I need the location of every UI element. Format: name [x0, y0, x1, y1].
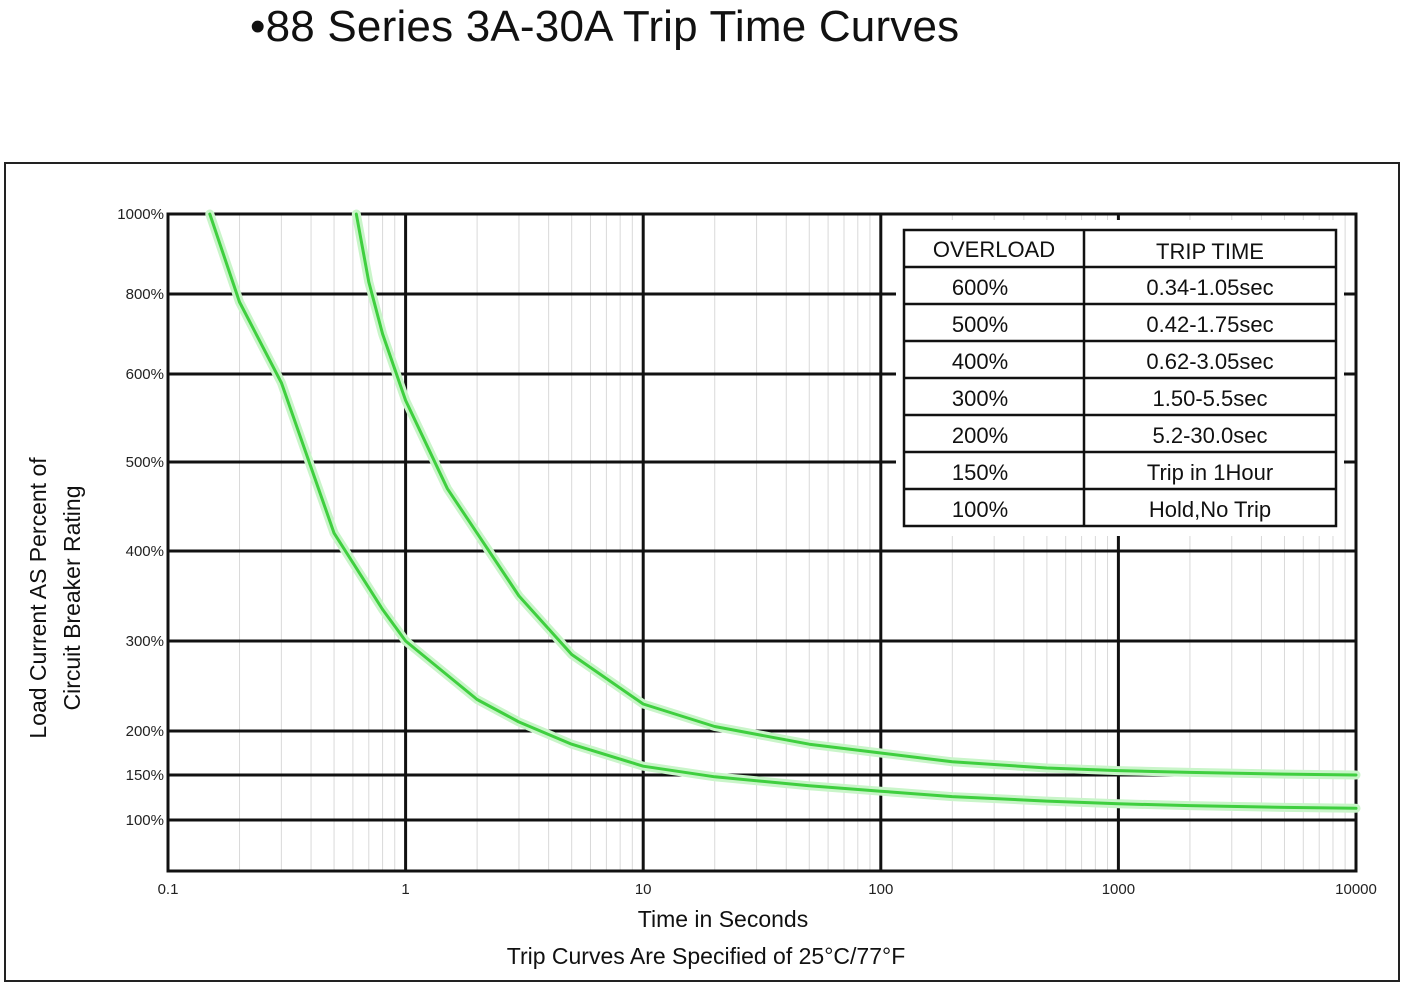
y-tick-label: 600%: [126, 366, 164, 383]
table-cell-overload: 500%: [952, 312, 1008, 337]
minor-gridlines: [239, 214, 1346, 871]
x-tick-label: 10000: [1335, 881, 1377, 898]
table-cell-overload: 200%: [952, 423, 1008, 448]
y-tick-label: 400%: [126, 543, 164, 560]
table-cell-overload: 300%: [952, 386, 1008, 411]
table-cell-overload: 150%: [952, 460, 1008, 485]
x-tick-label: 1000: [1102, 881, 1135, 898]
table-cell-trip-time: Hold,No Trip: [1149, 497, 1271, 522]
page-title: •88 Series 3A-30A Trip Time Curves: [250, 2, 960, 51]
y-tick-label: 800%: [126, 286, 164, 303]
y-tick-label: 100%: [126, 812, 164, 829]
table-cell-overload: 100%: [952, 497, 1008, 522]
y-axis-title-line-2: Circuit Breaker Rating: [59, 486, 85, 711]
table-cell-trip-time: 0.34-1.05sec: [1146, 275, 1273, 300]
x-axis-title: Time in Seconds: [638, 906, 808, 932]
y-tick-label: 500%: [126, 454, 164, 471]
trip-curves: [205, 209, 1361, 813]
major-gridlines: [166, 212, 1358, 873]
table-cell-trip-time: Trip in 1Hour: [1147, 460, 1273, 485]
table-cell-overload: 600%: [952, 275, 1008, 300]
x-tick-label: 10: [635, 881, 652, 898]
y-tick-label: 200%: [126, 723, 164, 740]
table-cell-trip-time: 1.50-5.5sec: [1153, 386, 1268, 411]
y-axis-title-line-1: Load Current AS Percent of: [25, 457, 51, 739]
temperature-footnote: Trip Curves Are Specified of 25°C/77°F: [507, 943, 906, 969]
x-tick-label: 1: [401, 881, 409, 898]
x-tick-label: 100: [868, 881, 893, 898]
trip-time-table: OVERLOAD TRIP TIME 600% 0.34-1.05sec 500% 0.4…: [896, 220, 1344, 536]
table-cell-trip-time: 5.2-30.0sec: [1153, 423, 1268, 448]
chart-frame: 0.1 1 10 100 1000 10000 1000% 800% 600% 500% 400%…: [4, 162, 1400, 982]
y-tick-label: 150%: [126, 767, 164, 784]
table-header-overload: OVERLOAD: [933, 237, 1055, 262]
trip-time-chart: 0.1 1 10 100 1000 10000 1000% 800% 600% 500% 400%…: [25, 206, 1377, 969]
plot-border: [166, 212, 1358, 873]
y-tick-labels: 1000% 800% 600% 500% 400% 300% 200% 150% 100%: [117, 206, 164, 829]
table-cell-trip-time: 0.62-3.05sec: [1146, 349, 1273, 374]
table-header-trip-time: TRIP TIME: [1156, 239, 1264, 264]
table-cell-overload: 400%: [952, 349, 1008, 374]
y-tick-label: 1000%: [117, 206, 164, 223]
y-tick-label: 300%: [126, 633, 164, 650]
x-tick-labels: 0.1 1 10 100 1000 10000: [158, 881, 1377, 898]
max-trip-curve: [354, 212, 1358, 777]
table-cell-trip-time: 0.42-1.75sec: [1146, 312, 1273, 337]
min-trip-curve: [208, 212, 1358, 810]
x-tick-label: 0.1: [158, 881, 179, 898]
